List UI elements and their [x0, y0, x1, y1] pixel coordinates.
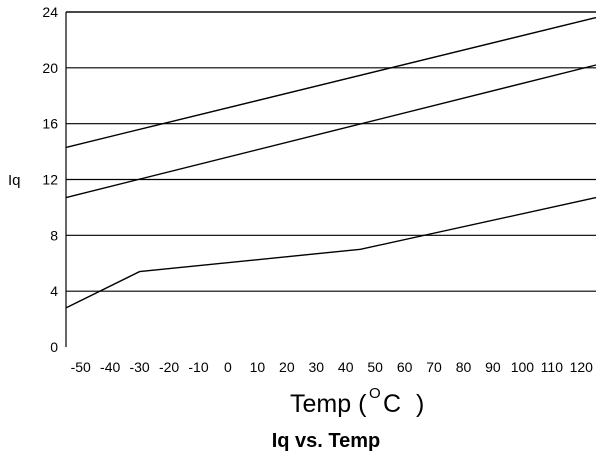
y-tick-label: 12	[42, 172, 58, 188]
x-tick-label: -20	[159, 359, 179, 375]
x-tick-label: 110	[541, 359, 564, 375]
y-tick-label: 0	[50, 339, 58, 355]
x-tick-label: 120	[570, 359, 594, 375]
y-tick-label: 24	[42, 4, 58, 20]
y-tick-label: 16	[42, 116, 58, 132]
x-axis-label: Temp ( O C )	[290, 385, 424, 418]
chart-title: Iq vs. Temp	[272, 430, 381, 452]
x-axis-label-degree: O	[369, 385, 381, 402]
x-tick-label: 100	[511, 359, 535, 375]
x-tick-label: 10	[250, 359, 266, 375]
x-tick-label: 40	[338, 359, 354, 375]
x-tick-label: 60	[397, 359, 413, 375]
x-axis-label-unit: C	[383, 390, 401, 418]
x-tick-label: 20	[279, 359, 295, 375]
x-axis-label-close: )	[416, 390, 424, 418]
series-line-3	[65, 196, 597, 309]
series-lines	[65, 16, 597, 309]
y-tick-label: 20	[42, 60, 58, 76]
x-tick-label: 50	[367, 359, 383, 375]
x-tick-label: 80	[456, 359, 472, 375]
y-tick-label: 4	[50, 283, 58, 299]
x-tick-label: 70	[426, 359, 442, 375]
x-tick-labels: -50 -40 -30 -20 -10 0 10 20 30 40 50 60 70 80 90 100 110…	[71, 359, 594, 375]
y-tick-label: 8	[50, 227, 58, 243]
y-tick-labels: 0 4 8 12 16 20 24	[42, 4, 58, 355]
series-line-2	[65, 64, 597, 199]
x-axis-label-prefix: Temp (	[290, 390, 367, 418]
x-tick-label: -50	[71, 359, 91, 375]
x-tick-label: 0	[224, 359, 232, 375]
x-tick-label: -40	[100, 359, 120, 375]
series-line-1	[65, 16, 597, 149]
x-tick-label: -10	[188, 359, 208, 375]
grid-lines	[65, 11, 596, 347]
x-tick-label: 30	[308, 359, 324, 375]
x-tick-label: 90	[485, 359, 501, 375]
x-tick-label: -30	[129, 359, 149, 375]
y-axis-label: Iq	[8, 172, 21, 189]
